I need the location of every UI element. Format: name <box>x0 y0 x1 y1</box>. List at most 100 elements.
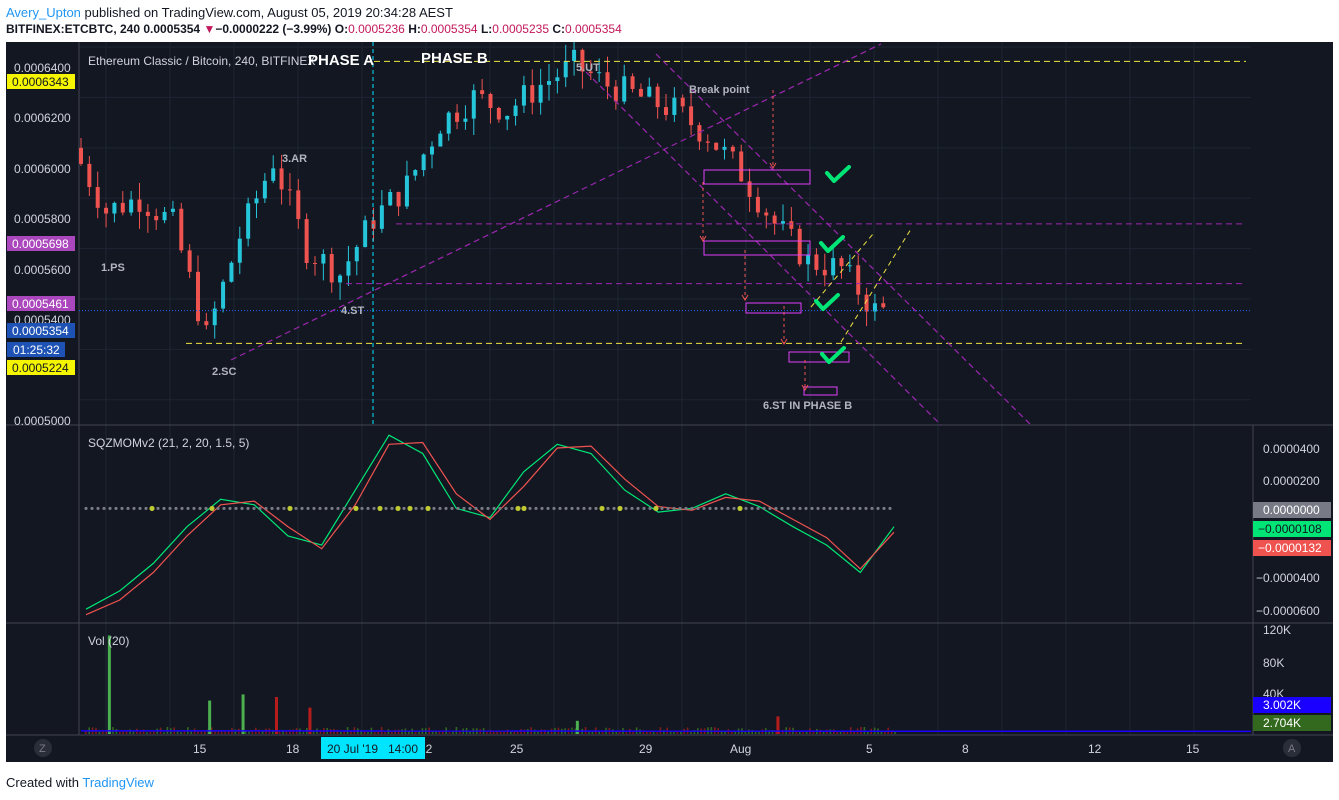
change-arrow-icon: ▼ <box>203 22 216 36</box>
volume-bar <box>618 731 621 734</box>
candle-body <box>555 77 560 82</box>
squeeze-dot <box>432 506 436 511</box>
squeeze-dot <box>300 506 304 511</box>
volume-tag-blue: 3.002K <box>1253 697 1331 713</box>
squeeze-dot <box>624 506 628 511</box>
squeeze-dot <box>810 506 814 511</box>
time-tick: 8 <box>962 742 969 756</box>
volume-bar <box>363 731 366 734</box>
candle-body <box>806 254 811 265</box>
volume-bar <box>183 730 186 734</box>
volume-bar <box>132 731 135 734</box>
volume-bar <box>615 731 617 734</box>
squeeze-dot <box>678 506 682 511</box>
bar-countdown: 01:25:32 <box>7 342 65 357</box>
check-icon <box>814 293 840 311</box>
candle-body <box>881 303 886 308</box>
indicator-tick: 0.0000400 <box>1263 442 1320 456</box>
squeeze-dot <box>660 506 664 511</box>
squeeze-dot <box>630 506 634 511</box>
candle-body <box>764 212 769 216</box>
volume-bar <box>601 731 604 734</box>
price-tick: 0.0006400 <box>14 61 71 75</box>
squeeze-dot <box>726 506 730 511</box>
squeeze-dot <box>252 506 256 511</box>
volume-bar <box>261 731 264 734</box>
squeeze-dot <box>372 506 376 511</box>
volume-bar <box>625 732 628 734</box>
time-tick: 25 <box>510 742 524 756</box>
squeeze-dot <box>258 506 262 511</box>
candle-body <box>680 97 685 107</box>
volume-bar <box>533 729 536 734</box>
candle-body <box>521 85 526 106</box>
squeeze-dot <box>450 506 454 511</box>
publish-header: Avery_Upton published on TradingView.com… <box>6 5 453 20</box>
candle-body <box>505 115 510 120</box>
squeeze-dot <box>114 506 118 511</box>
label-break-point: Break point <box>689 84 750 96</box>
volume-bar <box>142 729 145 734</box>
indicator-red-tag: −0.0000132 <box>1253 540 1331 556</box>
candle-body <box>79 147 83 164</box>
candle-body <box>137 199 142 212</box>
volume-bar <box>282 729 284 734</box>
squeeze-dot <box>468 506 472 511</box>
auto-scale-button-right[interactable]: A <box>1283 739 1301 757</box>
squeeze-dot <box>246 506 250 511</box>
candle-body <box>229 262 234 282</box>
analysis-drawings <box>79 42 1251 426</box>
volume-bar <box>843 731 845 734</box>
volume-bar <box>782 730 784 734</box>
price-axis[interactable]: 0.0006400 0.0006200 0.0006000 0.0005800 … <box>14 61 71 428</box>
volume-bar <box>125 730 128 734</box>
candle-body <box>655 86 660 108</box>
squeeze-dot <box>498 506 502 511</box>
squeeze-dot <box>870 506 874 511</box>
volume-bar <box>190 731 192 734</box>
footer: Created with TradingView <box>6 775 154 790</box>
candle-body <box>363 220 368 248</box>
candle-body <box>162 211 167 221</box>
squeeze-dot <box>366 506 370 511</box>
squeeze-dot <box>528 506 532 511</box>
squeeze-dot <box>744 506 748 511</box>
candle-body <box>822 269 827 276</box>
candle-body <box>755 196 760 213</box>
indicator-tick: −0.0000600 <box>1256 604 1320 618</box>
indicator-axis[interactable]: 0.0000400 0.0000200 −0.0000400 −0.000060… <box>1256 442 1320 618</box>
squeeze-dot <box>816 506 820 511</box>
squeeze-dot <box>156 506 160 511</box>
candle-body <box>246 203 251 239</box>
candle-body <box>421 154 426 171</box>
price-tick: 0.0005000 <box>14 414 71 428</box>
volume-bar <box>251 729 254 734</box>
price-tick: 0.0005800 <box>14 212 71 226</box>
volume-bar <box>377 731 379 734</box>
squeeze-dot <box>306 506 310 511</box>
chart-canvas[interactable]: Ethereum Classic / Bitcoin, 240, BITFINE… <box>6 42 1333 762</box>
volume-bar <box>204 730 206 734</box>
squeeze-dot <box>774 506 778 511</box>
squeeze-dot <box>186 506 190 511</box>
close-label: C: <box>552 22 566 36</box>
volume-spike <box>308 707 312 734</box>
volume-bar <box>217 731 220 734</box>
candle-body <box>95 187 100 208</box>
squeeze-dot <box>510 506 514 511</box>
candle-body <box>697 125 702 142</box>
squeeze-dot <box>420 506 424 511</box>
svg-text:01:25:32: 01:25:32 <box>13 343 60 357</box>
author-link[interactable]: Avery_Upton <box>6 5 81 20</box>
volume-bar <box>690 731 692 734</box>
candle-body <box>87 163 92 188</box>
auto-scale-button-left[interactable]: Z <box>34 739 52 757</box>
candle-body <box>212 308 217 326</box>
squeeze-dot <box>648 506 652 511</box>
squeeze-dot <box>425 505 431 512</box>
zone-box <box>703 169 811 185</box>
zone-box <box>703 240 811 256</box>
volume-bar <box>880 730 883 734</box>
volume-bar <box>102 730 104 734</box>
tradingview-logo[interactable]: TradingView <box>82 775 154 790</box>
